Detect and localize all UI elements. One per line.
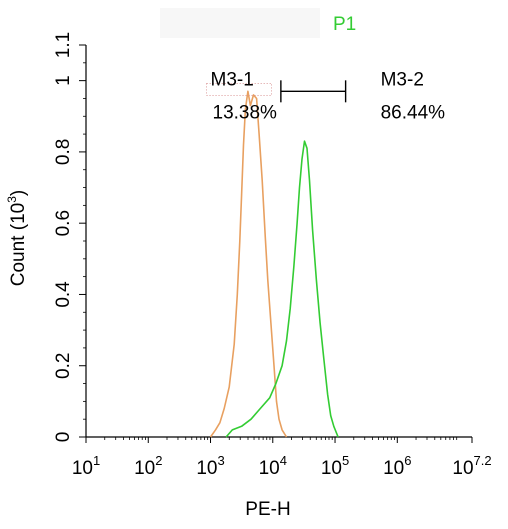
x-tick-label-0: 101	[72, 453, 100, 479]
y-tick-label-0: 0	[53, 432, 74, 443]
gate-label-m3-2: M3-2	[381, 69, 424, 90]
gate-label-m3-1: M3-1	[211, 69, 254, 90]
y-tick-label-4: 0.8	[53, 139, 74, 165]
y-tick-label-2: 0.4	[53, 281, 74, 308]
histogram-series-2	[225, 140, 339, 438]
y-tick-label-3: 0.6	[53, 210, 74, 236]
y-tick-label-5: 1	[53, 75, 74, 86]
y-tick-label-6: 1.1	[53, 32, 74, 58]
y-axis-title: Count (103)	[5, 190, 29, 286]
series-layer	[209, 90, 339, 438]
y-axis-unit-close: )	[8, 190, 29, 196]
x-tick-label-6: 107.2	[452, 453, 491, 479]
gate-percent-m3-1: 13.38%	[213, 102, 278, 123]
y-axis-unit-exponent: 3	[5, 196, 19, 203]
y-axis-unit: (10	[8, 203, 29, 230]
y-tick-label-1: 0.2	[53, 353, 74, 379]
histogram-series-1	[209, 90, 288, 438]
gate-title-p1: P1	[333, 14, 356, 35]
gate-percent-m3-2: 86.44%	[381, 102, 446, 123]
x-axis-title: PE-H	[245, 499, 290, 520]
gate-marker-m3-1	[206, 83, 272, 96]
y-axis-label: Count	[8, 235, 29, 286]
x-tick-label-2: 103	[196, 453, 224, 479]
x-tick-label-1: 102	[134, 453, 162, 479]
x-tick-label-5: 106	[383, 453, 411, 479]
tick-labels: 0 0.2 0.4 0.6 0.8 1 1.1 101 102 103 104 105 106 107.2	[53, 32, 492, 479]
x-tick-label-3: 104	[259, 453, 287, 479]
tick-marks	[79, 44, 473, 443]
gates-layer: M3-1 13.38% M3-2 86.44%	[206, 69, 446, 123]
x-tick-label-4: 105	[321, 453, 349, 479]
header-band	[160, 8, 320, 38]
